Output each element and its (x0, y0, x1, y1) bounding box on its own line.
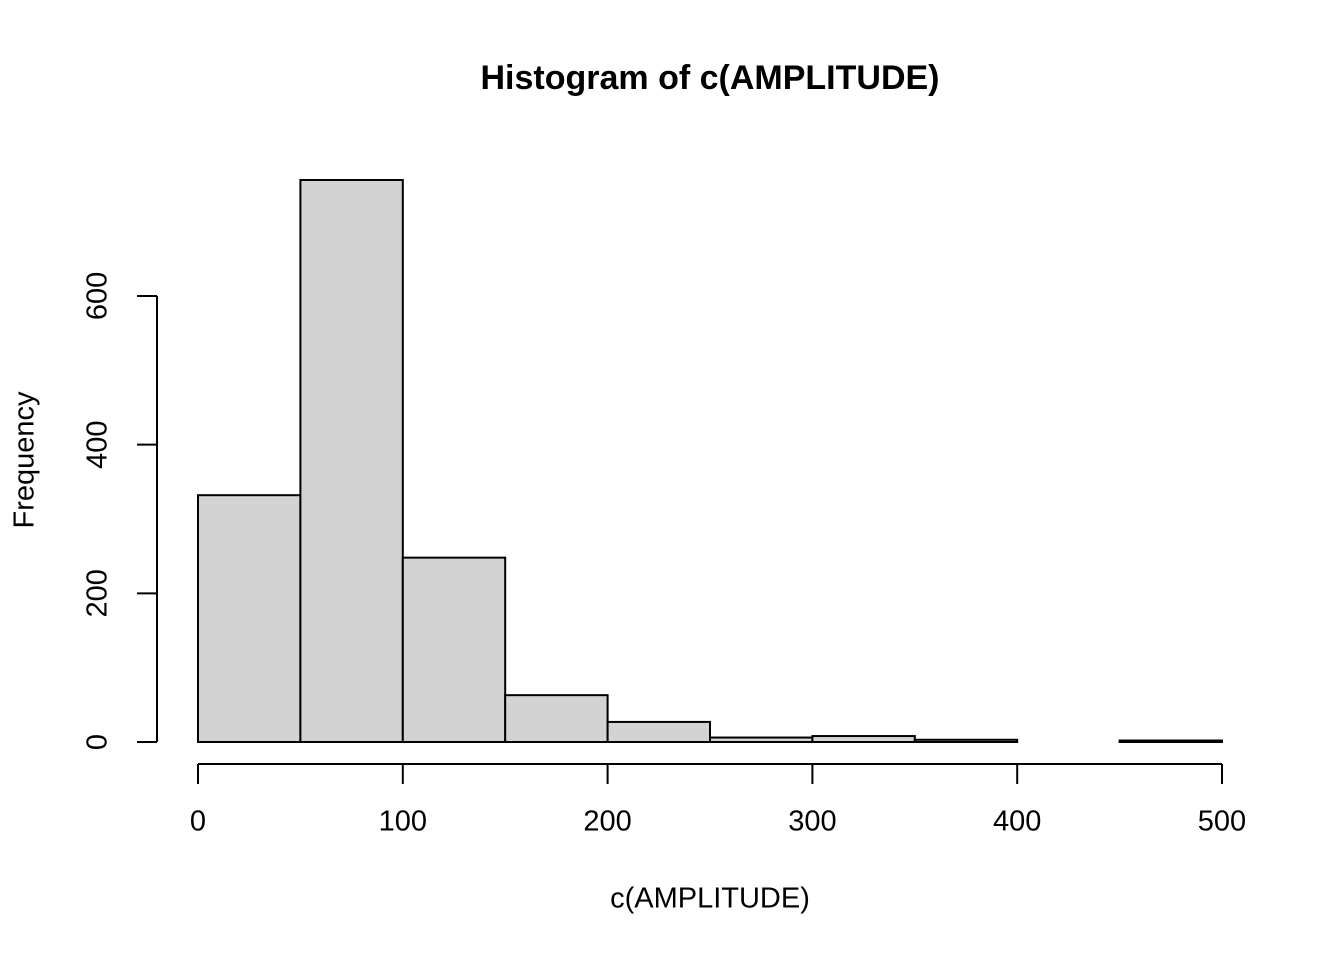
x-tick-label: 400 (993, 806, 1041, 838)
x-tick-label: 100 (379, 806, 427, 838)
bar (197, 494, 302, 743)
x-tick-label: 200 (583, 806, 631, 838)
bar (709, 736, 814, 743)
bar (401, 556, 507, 743)
y-tick-label: 400 (82, 420, 114, 468)
y-tick-label: 200 (82, 569, 114, 617)
bar (913, 738, 1019, 743)
bar (1118, 739, 1223, 744)
y-tick-label: 600 (82, 272, 114, 320)
x-axis-label: c(AMPLITUDE) (610, 883, 810, 915)
x-tick-label: 300 (788, 806, 836, 838)
y-tick-label: 0 (82, 734, 114, 750)
x-tick-label: 0 (190, 806, 206, 838)
y-axis-label: Frequency (9, 391, 41, 529)
bar (504, 694, 609, 744)
bar (811, 735, 916, 744)
bar (606, 720, 711, 744)
x-tick-label: 500 (1198, 806, 1246, 838)
chart-title: Histogram of c(AMPLITUDE) (481, 59, 940, 97)
bar (299, 179, 404, 743)
